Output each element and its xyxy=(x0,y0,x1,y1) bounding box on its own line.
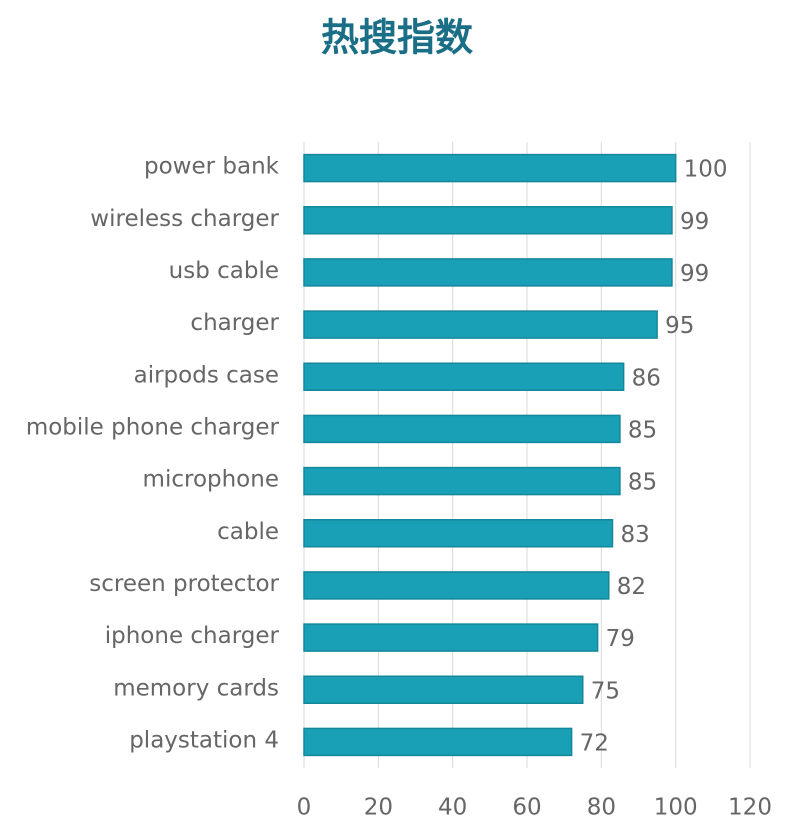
y-tick-label: playstation 4 xyxy=(129,727,279,753)
bar xyxy=(303,310,658,339)
x-tick-label: 120 xyxy=(728,795,772,821)
bar xyxy=(303,675,584,704)
y-tick-label: charger xyxy=(190,310,279,336)
y-tick-label: wireless charger xyxy=(90,206,279,232)
bar xyxy=(303,206,673,235)
bar xyxy=(303,519,614,548)
y-tick-label: power bank xyxy=(144,154,280,180)
bar xyxy=(303,362,625,391)
y-tick-label: microphone xyxy=(143,467,279,493)
bar xyxy=(303,571,610,600)
bar xyxy=(303,466,621,496)
y-tick-label: usb cable xyxy=(169,258,279,284)
value-label: 75 xyxy=(591,678,620,704)
value-label: 99 xyxy=(680,261,709,287)
x-tick-label: 20 xyxy=(364,795,393,821)
value-label: 72 xyxy=(580,730,609,756)
value-label: 82 xyxy=(617,574,646,600)
chart-title: 热搜指数 xyxy=(321,16,473,60)
x-tick-label: 60 xyxy=(512,795,541,821)
y-tick-label: screen protector xyxy=(89,571,279,597)
value-label: 95 xyxy=(665,313,694,339)
bar xyxy=(303,153,677,183)
value-label: 83 xyxy=(620,522,649,548)
y-tick-label: iphone charger xyxy=(105,623,280,649)
y-tick-label: airpods case xyxy=(134,362,279,388)
value-label: 99 xyxy=(680,209,709,235)
value-label: 86 xyxy=(632,365,661,391)
x-tick-label: 0 xyxy=(297,795,312,821)
x-tick-label: 40 xyxy=(438,795,467,821)
value-label: 85 xyxy=(628,470,657,496)
bar xyxy=(303,258,673,287)
bar xyxy=(303,727,573,757)
y-tick-label: mobile phone charger xyxy=(26,414,280,440)
bar xyxy=(303,414,621,444)
bar xyxy=(303,623,599,652)
x-tick-label: 100 xyxy=(654,795,698,821)
value-label: 85 xyxy=(628,417,657,443)
y-tick-label: cable xyxy=(217,519,279,545)
x-tick-label: 80 xyxy=(587,795,616,821)
value-label: 79 xyxy=(606,626,635,652)
y-tick-label: memory cards xyxy=(113,675,279,701)
value-label: 100 xyxy=(684,157,728,183)
